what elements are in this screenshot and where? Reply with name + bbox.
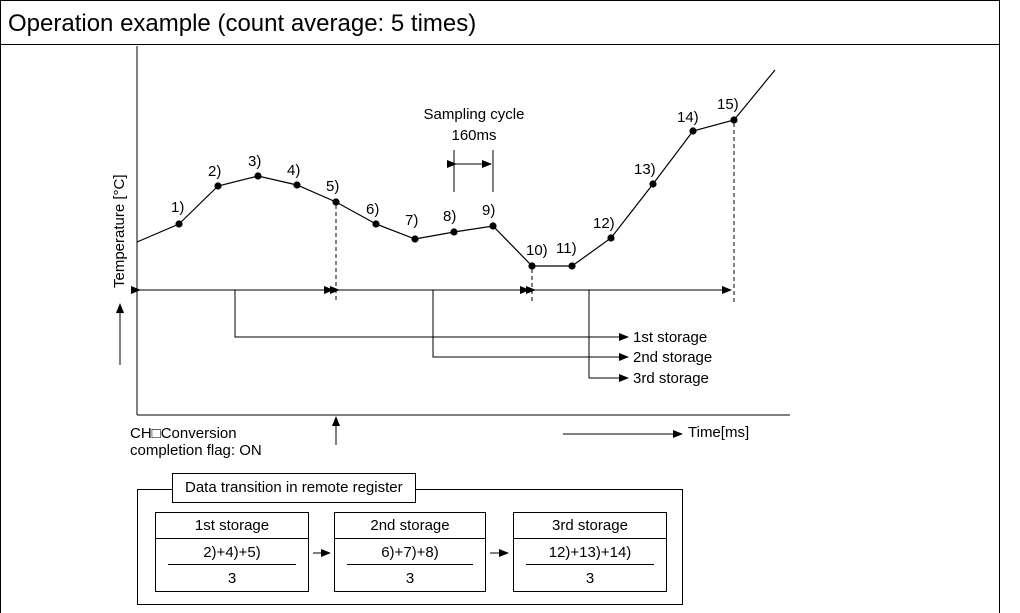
point-label-9: 9) (482, 202, 495, 219)
point-label-10: 10) (526, 242, 548, 259)
storage-box-2-fraction-bar (347, 564, 473, 565)
point-label-12: 12) (593, 215, 615, 232)
sampling-cycle-label: Sampling cycle (424, 106, 525, 123)
sample-point-10 (528, 262, 536, 270)
storage-leader-2 (432, 290, 629, 361)
storage-box-3-denominator: 3 (585, 570, 595, 587)
point-label-1: 1) (171, 199, 184, 216)
storage-box-1-denominator: 3 (227, 570, 237, 587)
conversion-flag-line1: CH□Conversion (130, 425, 237, 442)
sample-point-11 (568, 262, 576, 270)
storage-label-1: 1st storage (633, 329, 707, 346)
point-label-5: 5) (326, 178, 339, 195)
point-label-14: 14) (677, 109, 699, 126)
sample-point-7 (411, 235, 419, 243)
sample-point-5 (332, 198, 340, 206)
storage-box-1-header: 1st storage (156, 513, 308, 539)
sample-point-6 (372, 220, 380, 228)
storage-box-1-numerator: 2)+4)+5) (203, 544, 261, 561)
point-label-3: 3) (248, 153, 261, 170)
storage-box-1: 1st storage 2)+4)+5) 3 (155, 512, 309, 592)
point-label-4: 4) (287, 162, 300, 179)
sample-point-3 (254, 172, 262, 180)
point-label-2: 2) (208, 163, 221, 180)
sample-point-9 (489, 222, 497, 230)
sample-point-2 (214, 182, 222, 190)
storage-box-3-fraction-bar (526, 564, 654, 565)
storage-box-3: 3rd storage 12)+13)+14) 3 (513, 512, 667, 592)
sample-point-15 (730, 116, 738, 124)
point-label-11: 11) (556, 240, 577, 257)
storage-box-1-fraction-bar (168, 564, 296, 565)
sample-point-labels: 1) 2) 3) 4) 5) 6) 7) 8) 9) 10) 11) 12) 1… (171, 96, 739, 259)
sample-point-4 (293, 181, 301, 189)
diagram-title: Operation example (count average: 5 time… (8, 10, 477, 37)
storage-box-2-denominator: 3 (405, 570, 415, 587)
point-label-7: 7) (405, 212, 418, 229)
storage-label-3: 3rd storage (633, 370, 709, 387)
sample-point-12 (607, 234, 615, 242)
conversion-flag-line2: completion flag: ON (130, 442, 262, 459)
storage-box-3-numerator: 12)+13)+14) (548, 544, 632, 561)
storage-box-2: 2nd storage 6)+7)+8) 3 (334, 512, 486, 592)
point-label-8: 8) (443, 208, 456, 225)
sample-point-13 (649, 180, 657, 188)
storage-box-2-numerator: 6)+7)+8) (381, 544, 439, 561)
point-label-15: 15) (717, 96, 739, 113)
storage-box-3-header: 3rd storage (514, 513, 666, 539)
storage-leader-3 (588, 290, 629, 382)
sample-point-14 (689, 127, 697, 135)
temperature-curve (136, 69, 776, 267)
remote-register-panel-title: Data transition in remote register (172, 473, 416, 503)
sampling-cycle-value: 160ms (451, 127, 496, 144)
sample-point-8 (450, 228, 458, 236)
time-axis-label: Time[ms] (688, 424, 750, 441)
y-axis-label: Temperature [°C] (111, 174, 128, 288)
point-label-13: 13) (634, 161, 656, 178)
sample-points (175, 116, 738, 270)
title-divider (0, 44, 1000, 45)
storage-label-2: 2nd storage (633, 349, 712, 366)
conversion-flag-label: CH□Conversion completion flag: ON (130, 425, 262, 459)
storage-leader-1 (234, 290, 629, 341)
point-label-6: 6) (366, 201, 379, 218)
storage-box-2-header: 2nd storage (335, 513, 485, 539)
sample-point-1 (175, 220, 183, 228)
